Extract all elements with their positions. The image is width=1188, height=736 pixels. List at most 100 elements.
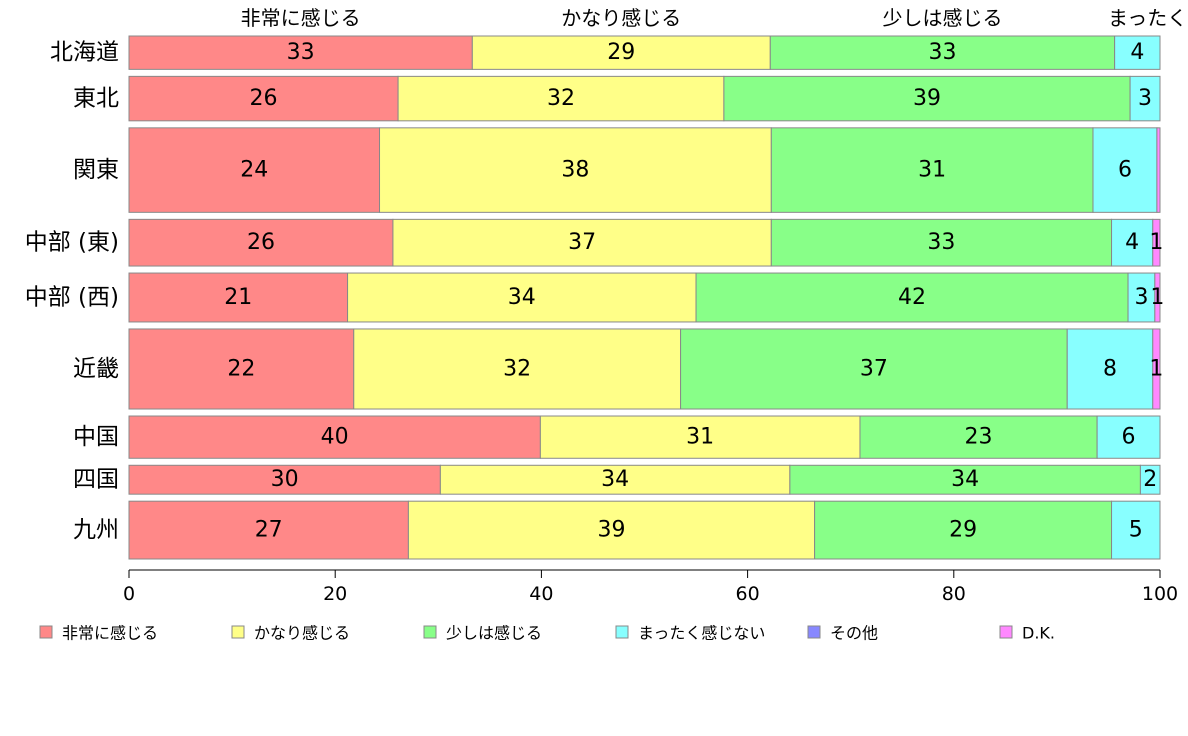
data-label: 27: [255, 518, 283, 543]
data-label: 4: [1130, 40, 1144, 65]
legend-swatch: [39, 625, 53, 639]
x-tick-label: 0: [123, 583, 135, 605]
bar-segment: [1154, 272, 1161, 323]
x-tick-label: 80: [942, 583, 966, 605]
data-label: 6: [1122, 425, 1136, 450]
bar-segment: [397, 75, 725, 122]
bar-segment: [392, 218, 772, 267]
data-label: 39: [598, 518, 626, 543]
data-label: 42: [898, 285, 926, 310]
bar-segment: [695, 272, 1129, 323]
data-label: 26: [250, 86, 278, 111]
data-label: 4: [1125, 230, 1139, 255]
bar-segment: [128, 218, 394, 267]
category-label: 中国: [73, 424, 119, 450]
legend-label: 少しは感じる: [446, 624, 542, 643]
bar-segment: [723, 75, 1131, 122]
bar-segment: [128, 415, 541, 459]
data-label: 31: [918, 158, 946, 183]
data-label: 3: [1138, 86, 1152, 111]
category-label: 四国: [73, 467, 119, 493]
bar-segment: [1152, 328, 1161, 410]
bar-segment: [128, 35, 473, 70]
bar-segment: [128, 500, 409, 560]
data-label: 29: [949, 518, 977, 543]
legend-label: かなり感じる: [254, 624, 350, 643]
data-label: 29: [607, 40, 635, 65]
x-tick-label: 20: [323, 583, 347, 605]
data-label: 1: [1149, 356, 1163, 381]
bar-segment: [1139, 464, 1161, 495]
bar-segment: [1152, 218, 1161, 267]
bar-segment: [379, 127, 772, 213]
bar-segment: [347, 272, 697, 323]
category-label: 東北: [73, 86, 119, 112]
category-label: 北海道: [50, 40, 119, 66]
x-tick-label: 60: [736, 583, 760, 605]
bar-segment: [128, 464, 441, 495]
category-label: 関東: [73, 157, 119, 183]
data-label: 32: [547, 86, 575, 111]
legend-swatch: [807, 625, 821, 639]
bar-segment: [814, 500, 1113, 560]
data-label: 5: [1129, 518, 1143, 543]
data-label: 1: [1149, 230, 1163, 255]
data-label: 40: [321, 425, 349, 450]
bar-segment: [1096, 415, 1161, 459]
data-label: 23: [965, 425, 993, 450]
data-label: 30: [271, 467, 299, 492]
bar-segment: [539, 415, 861, 459]
data-label: 26: [247, 230, 275, 255]
x-tick-label: 40: [529, 583, 553, 605]
data-label: 24: [240, 158, 268, 183]
data-label: 6: [1118, 158, 1132, 183]
bar-segment: [680, 328, 1068, 410]
data-label: 22: [227, 356, 255, 381]
category-label: 九州: [73, 517, 119, 543]
legend-label: まったく感じない: [638, 624, 765, 643]
data-label: 21: [224, 285, 252, 310]
legend-label: D.K.: [1022, 624, 1055, 643]
category-label: 中部 (東): [25, 230, 119, 256]
legend-swatch: [423, 625, 437, 639]
bar-segment: [1114, 35, 1161, 70]
bar-segment: [1111, 500, 1161, 560]
top-label: かなり感じる: [561, 6, 681, 30]
data-label: 33: [928, 40, 956, 65]
data-label: 34: [601, 467, 629, 492]
data-label: 34: [508, 285, 536, 310]
bar-segment: [859, 415, 1098, 459]
bar-segment: [1129, 75, 1161, 122]
category-label: 近畿: [73, 356, 119, 382]
data-label: 2: [1143, 467, 1157, 492]
bar-segment: [128, 127, 381, 213]
data-label: 38: [561, 158, 589, 183]
data-label: 33: [927, 230, 955, 255]
bar-segment: [128, 328, 355, 410]
data-label: 31: [686, 425, 714, 450]
category-label: 中部 (西): [25, 285, 119, 311]
data-label: 39: [913, 86, 941, 111]
bar-segment: [439, 464, 791, 495]
top-label: 少しは感じる: [882, 6, 1002, 30]
bar-segment: [353, 328, 682, 410]
legend-swatch: [615, 625, 629, 639]
data-label: 1: [1150, 285, 1164, 310]
legend-label: その他: [830, 624, 878, 643]
data-label: 37: [568, 230, 596, 255]
bar-segment: [1156, 127, 1161, 213]
bar-segment: [128, 75, 399, 122]
data-label: 32: [503, 356, 531, 381]
data-label: 34: [951, 467, 979, 492]
data-label: 33: [287, 40, 315, 65]
legend-label: 非常に感じる: [62, 624, 158, 643]
bar-segment: [1111, 218, 1154, 267]
bar-segment: [471, 35, 771, 70]
bar-segment: [1092, 127, 1158, 213]
top-label: まったく...: [1108, 6, 1188, 30]
data-label: 3: [1134, 285, 1148, 310]
data-label: 8: [1103, 356, 1117, 381]
legend-swatch: [999, 625, 1013, 639]
bar-segment: [1066, 328, 1154, 410]
